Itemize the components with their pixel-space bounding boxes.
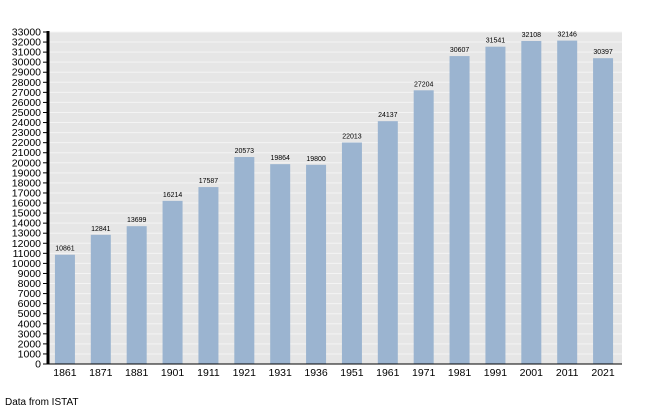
y-tick-label: 33000 — [12, 27, 41, 39]
y-tick-label: 6000 — [18, 298, 42, 310]
x-tick-label: 1951 — [340, 367, 364, 379]
data-label: 30607 — [450, 47, 470, 54]
x-tick-label: 1871 — [89, 367, 113, 379]
y-tick-label: 20000 — [12, 157, 41, 169]
source-note: Data from ISTAT — [5, 397, 79, 408]
data-label: 16214 — [163, 192, 183, 199]
bar — [485, 46, 506, 364]
y-tick-label: 21000 — [12, 147, 41, 159]
y-tick-label: 1000 — [18, 348, 42, 360]
y-tick-label: 26000 — [12, 97, 41, 109]
y-tick-label: 10000 — [12, 258, 41, 270]
y-tick-label: 31000 — [12, 47, 41, 59]
y-tick-label: 12000 — [12, 238, 41, 250]
bar — [234, 157, 255, 364]
y-tick-label: 9000 — [18, 268, 42, 280]
y-tick-label: 17000 — [12, 187, 41, 199]
bar — [90, 234, 111, 364]
data-label: 27204 — [414, 81, 434, 88]
y-tick-label: 28000 — [12, 77, 41, 89]
data-label: 30397 — [593, 49, 613, 56]
x-tick-label: 1961 — [376, 367, 400, 379]
bar — [449, 56, 470, 364]
x-tick-label: 1936 — [304, 367, 328, 379]
data-label: 32108 — [522, 32, 542, 39]
data-label: 10861 — [55, 246, 75, 253]
data-label: 20573 — [235, 148, 255, 155]
y-tick-label: 13000 — [12, 228, 41, 240]
x-tick-label: 1971 — [412, 367, 436, 379]
y-tick-label: 0 — [35, 359, 41, 371]
y-tick-label: 4000 — [18, 318, 42, 330]
data-label: 31541 — [486, 38, 506, 45]
y-tick-label: 18000 — [12, 177, 41, 189]
y-tick-label: 11000 — [13, 248, 42, 260]
y-tick-label: 32000 — [12, 37, 41, 49]
y-tick-label: 27000 — [12, 87, 41, 99]
data-label: 22013 — [342, 134, 362, 141]
x-tick-label: 1991 — [484, 367, 508, 379]
data-label: 17587 — [199, 178, 219, 185]
bar — [162, 200, 183, 364]
y-tick-label: 23000 — [12, 127, 41, 139]
data-label: 32146 — [557, 32, 577, 39]
y-tick-label: 5000 — [18, 308, 42, 320]
y-tick-label: 15000 — [12, 208, 41, 220]
y-tick-label: 2000 — [18, 338, 42, 350]
y-tick-label: 29000 — [12, 67, 41, 79]
data-label: 19864 — [270, 155, 290, 162]
x-tick-label: 2001 — [520, 367, 544, 379]
y-tick-label: 25000 — [12, 107, 41, 119]
bar — [557, 40, 578, 364]
bar — [413, 90, 434, 364]
x-tick-label: 2021 — [591, 367, 615, 379]
x-tick-label: 1911 — [197, 367, 220, 379]
data-label: 13699 — [127, 217, 147, 224]
y-tick-label: 19000 — [12, 167, 41, 179]
bar — [306, 164, 327, 364]
x-tick-label: 1981 — [448, 367, 472, 379]
bar — [377, 121, 398, 365]
y-tick-label: 3000 — [18, 328, 42, 340]
x-tick-label: 1931 — [269, 367, 293, 379]
bar — [593, 58, 614, 365]
bar — [270, 164, 291, 364]
data-label: 24137 — [378, 112, 398, 119]
bar — [521, 40, 542, 364]
x-tick-label: 1921 — [233, 367, 257, 379]
y-tick-label: 22000 — [12, 137, 41, 149]
x-tick-label: 1861 — [53, 367, 77, 379]
y-tick-label: 30000 — [12, 57, 41, 69]
population-bar-chart: 0100020003000400050006000700080009000100… — [12, 27, 622, 379]
bar — [54, 254, 75, 364]
data-label: 12841 — [91, 226, 111, 233]
y-tick-label: 7000 — [18, 288, 42, 300]
y-tick-label: 14000 — [12, 218, 41, 230]
bar — [198, 187, 219, 364]
bar — [126, 226, 147, 364]
bar — [341, 142, 362, 364]
x-tick-label: 1901 — [161, 367, 185, 379]
y-tick-label: 24000 — [12, 117, 41, 129]
x-tick-label: 2011 — [556, 367, 579, 379]
x-tick-label: 1881 — [125, 367, 149, 379]
data-label: 19800 — [306, 156, 326, 163]
y-tick-label: 8000 — [18, 278, 42, 290]
y-tick-label: 16000 — [12, 198, 41, 210]
